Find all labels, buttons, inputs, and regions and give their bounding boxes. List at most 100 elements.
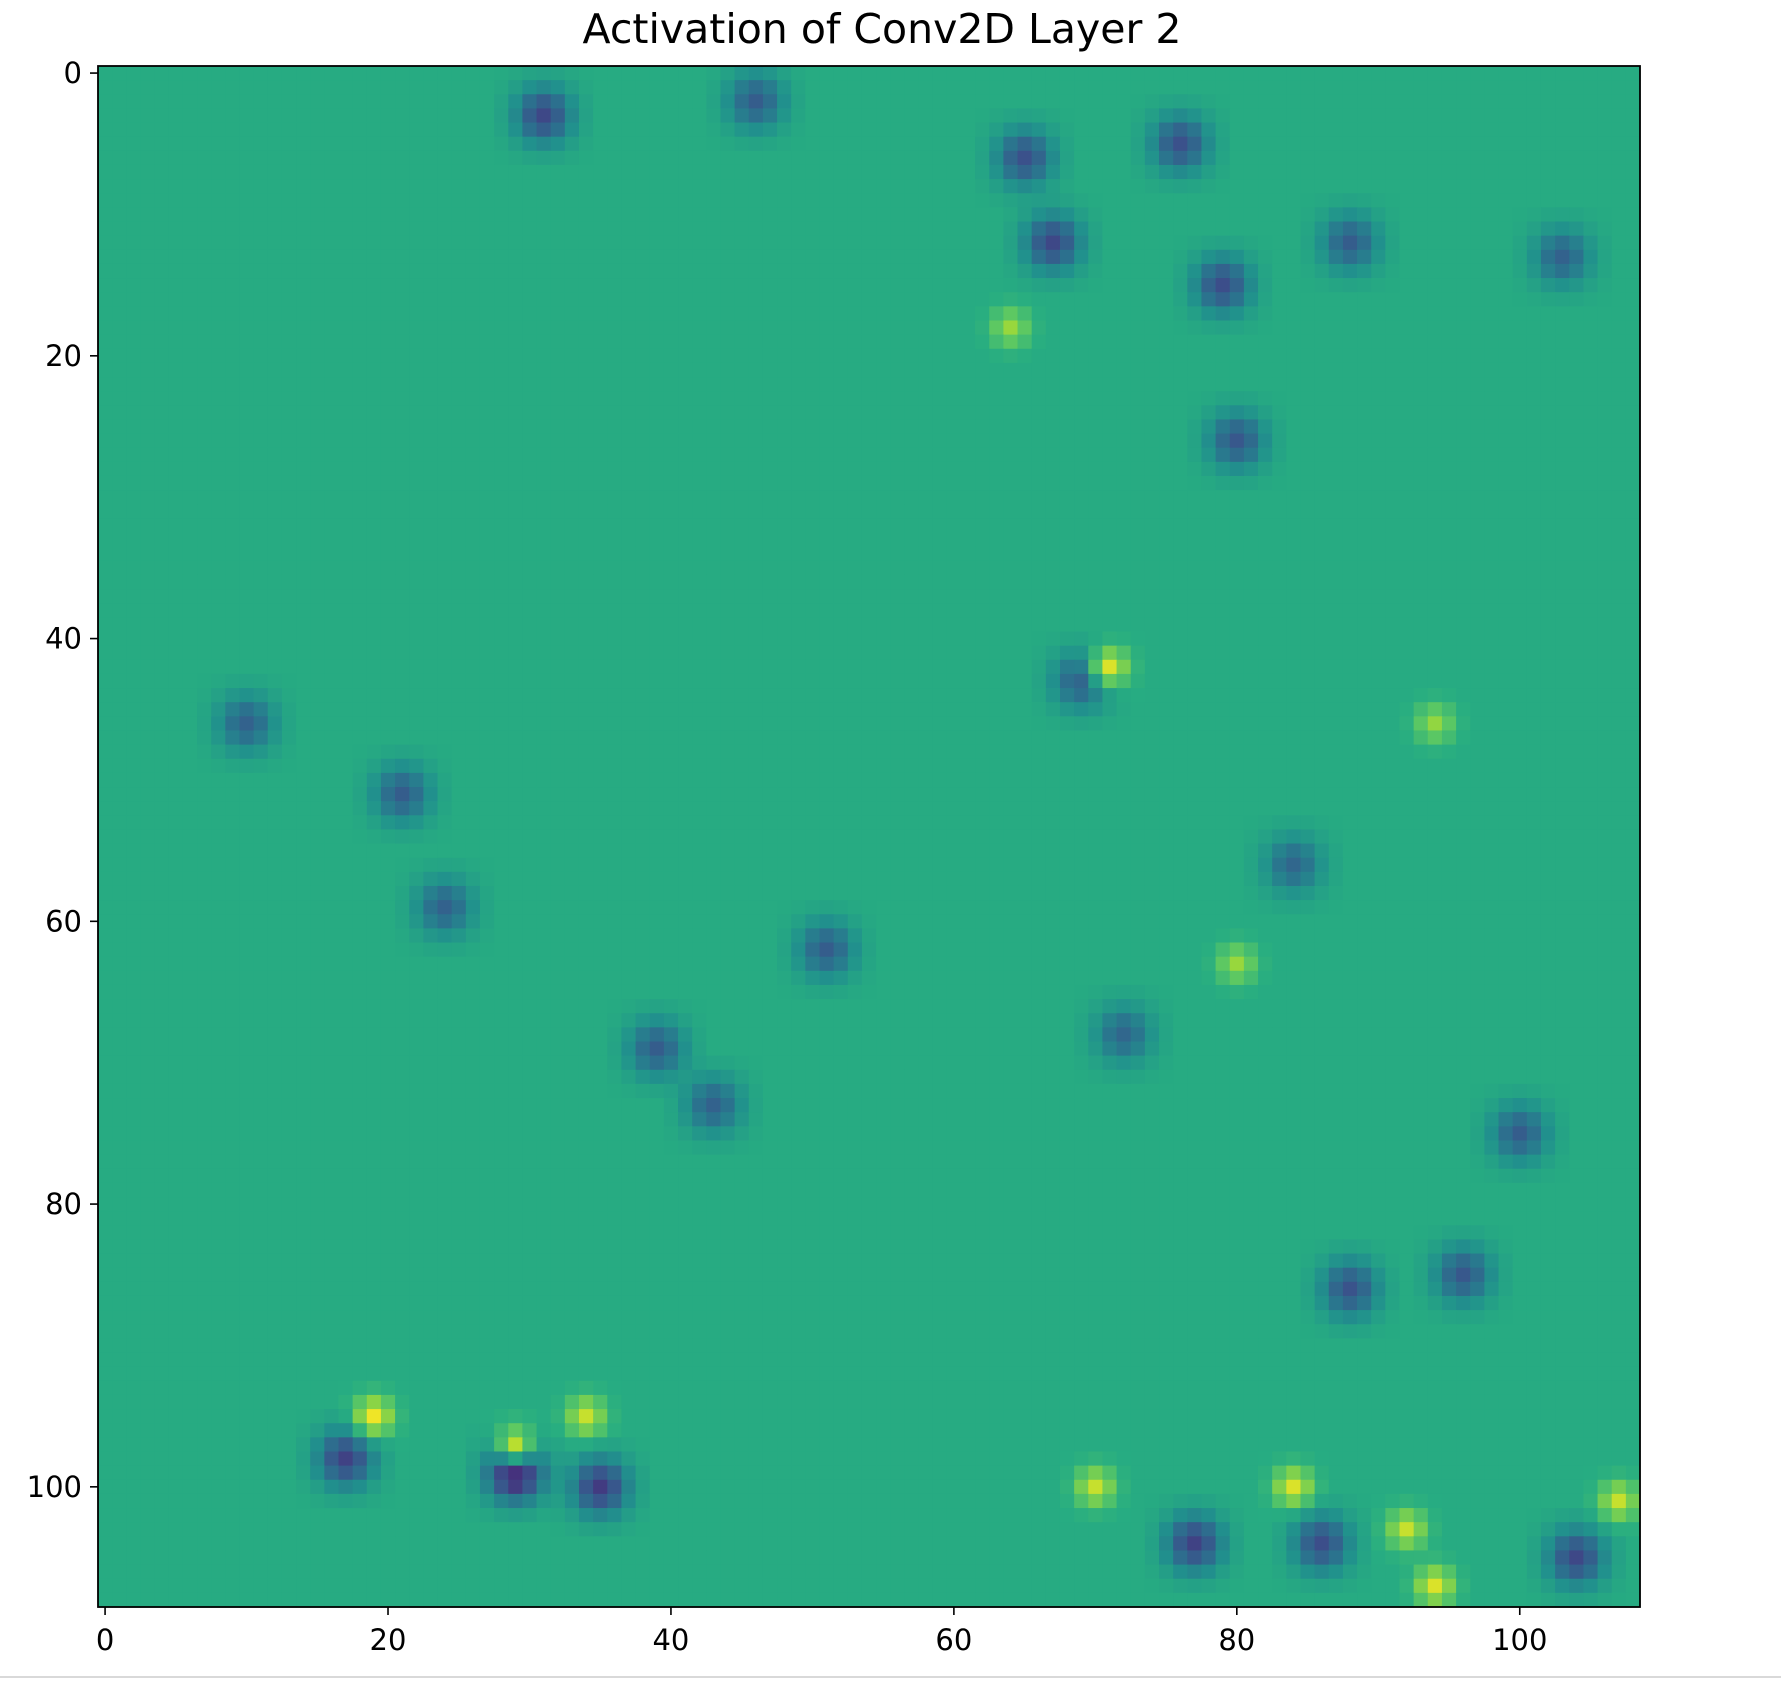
heatmap-cell bbox=[1159, 475, 1174, 491]
heatmap-cell bbox=[140, 263, 156, 279]
heatmap-cell bbox=[140, 292, 156, 307]
heatmap-cell bbox=[1272, 433, 1287, 449]
heatmap-cell bbox=[918, 673, 934, 689]
heatmap-cell bbox=[1201, 391, 1217, 406]
heatmap-cell bbox=[960, 702, 976, 717]
heatmap-cell bbox=[1512, 461, 1528, 477]
heatmap-cell bbox=[861, 136, 877, 152]
heatmap-cell bbox=[946, 348, 962, 364]
heatmap-cell bbox=[1116, 150, 1132, 166]
heatmap-cell bbox=[734, 362, 750, 378]
heatmap-cell bbox=[168, 320, 184, 336]
heatmap-cell bbox=[1130, 235, 1146, 251]
heatmap-cell bbox=[777, 447, 792, 463]
heatmap-cell bbox=[1102, 688, 1118, 703]
heatmap-cell bbox=[1399, 292, 1415, 307]
heatmap-cell bbox=[197, 447, 212, 463]
heatmap-cell bbox=[876, 391, 891, 406]
heatmap-cell bbox=[253, 560, 269, 576]
heatmap-cell bbox=[918, 249, 934, 265]
heatmap-cell bbox=[1031, 249, 1047, 265]
heatmap-cell bbox=[1215, 391, 1231, 406]
heatmap-cell bbox=[550, 391, 566, 406]
heatmap-cell bbox=[1625, 490, 1641, 505]
heatmap-cell bbox=[1201, 66, 1217, 81]
heatmap-cell bbox=[748, 150, 764, 166]
heatmap-cell bbox=[635, 292, 651, 307]
heatmap-cell bbox=[267, 150, 283, 166]
heatmap-cell bbox=[904, 433, 920, 449]
heatmap-cell bbox=[1088, 589, 1104, 604]
heatmap-cell bbox=[1328, 419, 1344, 435]
heatmap-cell bbox=[649, 348, 665, 364]
heatmap-cell bbox=[918, 405, 934, 421]
heatmap-cell bbox=[508, 673, 524, 689]
heatmap-cell bbox=[762, 80, 778, 95]
heatmap-cell bbox=[211, 263, 226, 279]
heatmap-cell bbox=[211, 560, 226, 576]
heatmap-cell bbox=[1526, 617, 1542, 633]
heatmap-cell bbox=[380, 532, 396, 548]
heatmap-cell bbox=[536, 306, 552, 322]
heatmap-cell bbox=[380, 150, 396, 166]
heatmap-cell bbox=[1357, 193, 1372, 208]
heatmap-cell bbox=[1583, 306, 1599, 322]
heatmap-cell bbox=[1116, 278, 1132, 293]
heatmap-cell bbox=[1484, 292, 1500, 307]
heatmap-cell bbox=[720, 334, 736, 350]
heatmap-cell bbox=[1456, 377, 1471, 392]
heatmap-cell bbox=[366, 504, 382, 520]
heatmap-cell bbox=[904, 405, 920, 421]
heatmap-cell bbox=[607, 80, 623, 95]
heatmap-cell bbox=[1229, 292, 1245, 307]
heatmap-cell bbox=[621, 235, 637, 251]
heatmap-cell bbox=[1215, 249, 1231, 265]
heatmap-cell bbox=[1074, 631, 1089, 647]
heatmap-cell bbox=[182, 405, 198, 421]
heatmap-cell bbox=[409, 207, 424, 223]
heatmap-cell bbox=[946, 207, 962, 223]
heatmap-cell bbox=[1328, 80, 1344, 95]
heatmap-cell bbox=[395, 235, 410, 251]
heatmap-cell bbox=[465, 504, 481, 520]
heatmap-cell bbox=[946, 80, 962, 95]
heatmap-cell bbox=[112, 504, 127, 520]
heatmap-cell bbox=[1611, 179, 1627, 194]
heatmap-cell bbox=[380, 221, 396, 237]
heatmap-cell bbox=[239, 164, 255, 180]
heatmap-cell bbox=[1484, 532, 1500, 548]
heatmap-cell bbox=[1187, 66, 1203, 81]
heatmap-cell bbox=[1357, 659, 1372, 675]
heatmap-cell bbox=[437, 659, 453, 675]
heatmap-cell bbox=[1597, 433, 1613, 449]
heatmap-cell bbox=[1399, 348, 1415, 364]
heatmap-cell bbox=[423, 645, 439, 661]
heatmap-cell bbox=[1258, 518, 1273, 534]
heatmap-cell bbox=[748, 617, 764, 633]
heatmap-cell bbox=[310, 518, 325, 534]
heatmap-cell bbox=[197, 179, 212, 194]
heatmap-cell bbox=[324, 490, 340, 505]
heatmap-cell bbox=[989, 207, 1004, 223]
heatmap-cell bbox=[904, 348, 920, 364]
heatmap-cell bbox=[890, 405, 905, 421]
heatmap-cell bbox=[692, 518, 707, 534]
heatmap-cell bbox=[1597, 504, 1613, 520]
heatmap-cell bbox=[253, 150, 269, 166]
heatmap-cell bbox=[762, 574, 778, 590]
heatmap-cell bbox=[267, 66, 283, 81]
heatmap-cell bbox=[762, 702, 778, 717]
heatmap-cell bbox=[649, 560, 665, 576]
heatmap-cell bbox=[1201, 645, 1217, 661]
heatmap-cell bbox=[296, 461, 311, 477]
heatmap-cell bbox=[366, 122, 382, 138]
heatmap-cell bbox=[465, 221, 481, 237]
heatmap-cell bbox=[946, 702, 962, 717]
heatmap-cell bbox=[1272, 235, 1287, 251]
heatmap-cell bbox=[904, 475, 920, 491]
heatmap-cell bbox=[508, 617, 524, 633]
heatmap-cell bbox=[564, 631, 580, 647]
heatmap-cell bbox=[1526, 475, 1542, 491]
heatmap-cell bbox=[1159, 645, 1174, 661]
heatmap-cell bbox=[720, 278, 736, 293]
